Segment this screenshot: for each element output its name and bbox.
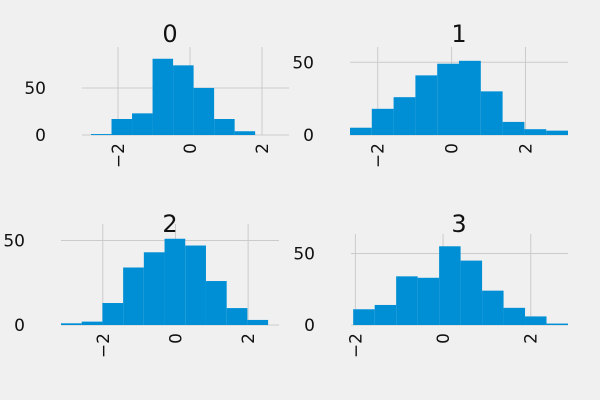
histogram-bar	[415, 75, 438, 135]
y-tick-label: 50	[293, 244, 315, 264]
histogram-bar	[247, 319, 269, 325]
histogram-bar	[482, 290, 504, 325]
histogram-bar	[546, 323, 568, 325]
x-tick-label: −2	[369, 143, 389, 168]
panel-y-ticks: 0 50	[293, 244, 315, 336]
histogram-bar	[205, 281, 227, 325]
histogram-bar	[417, 277, 440, 325]
panel-2: 2 0 50 −2 0 2	[3, 210, 279, 358]
panel-title: 3	[451, 210, 466, 238]
panel-x-ticks: −2 0 2	[346, 333, 541, 358]
histogram-bar	[123, 267, 144, 325]
histogram-bar	[460, 260, 483, 325]
panel-y-ticks: 0 50	[24, 79, 46, 146]
histogram-bar	[81, 321, 103, 325]
x-tick-label: −2	[346, 333, 366, 358]
histogram-bar	[371, 108, 394, 135]
histogram-bar	[525, 316, 547, 325]
panel-y-ticks: 0 50	[292, 53, 314, 146]
histogram-bar	[353, 309, 375, 325]
histogram-bar	[437, 63, 459, 136]
histogram-bar	[459, 60, 481, 135]
histogram-bar	[439, 246, 461, 325]
histogram-bar	[193, 87, 215, 135]
y-tick-label: 0	[303, 126, 314, 146]
panel-3: 3 0 50 −2 0 2	[293, 210, 568, 358]
histogram-bar	[234, 131, 256, 135]
x-tick-label: 2	[522, 333, 542, 344]
histogram-bar	[502, 121, 525, 135]
histogram-bar	[185, 245, 206, 325]
x-tick-label: 2	[253, 143, 273, 154]
y-tick-label: 0	[304, 316, 315, 336]
panel-0: 0 0 50 −2 0 2	[24, 20, 289, 168]
histogram-bar	[393, 97, 416, 135]
histogram-bar	[61, 323, 82, 325]
histogram-bar	[350, 127, 372, 135]
panel-x-ticks: −2 0 2	[94, 333, 259, 358]
x-tick-label: 2	[517, 143, 537, 154]
histogram-bar	[111, 119, 133, 135]
x-tick-label: −2	[94, 333, 114, 358]
y-tick-label: 50	[292, 53, 314, 73]
x-tick-label: −2	[109, 143, 129, 168]
panel-x-ticks: −2 0 2	[369, 143, 537, 168]
panel-title: 1	[451, 20, 466, 48]
histogram-bar	[143, 252, 165, 325]
histogram-bar	[374, 304, 397, 325]
histogram-bar	[480, 91, 503, 135]
histogram-bar	[164, 238, 186, 325]
x-tick-label: 0	[434, 333, 454, 344]
panel-title: 0	[162, 20, 177, 48]
x-tick-label: 2	[239, 333, 259, 344]
x-tick-label: 0	[166, 333, 186, 344]
y-tick-label: 0	[35, 126, 46, 146]
panel-bars	[91, 58, 256, 136]
histogram-bar	[173, 65, 194, 135]
y-tick-label: 50	[24, 79, 46, 99]
histogram-bar	[132, 113, 153, 135]
panel-1: 1 0 50 −2 0 2	[292, 20, 568, 168]
histogram-bar	[214, 119, 235, 135]
x-tick-label: 0	[181, 143, 201, 154]
panel-bars	[353, 246, 568, 325]
y-tick-label: 0	[14, 316, 25, 336]
x-tick-label: 0	[443, 143, 463, 154]
panel-bars	[61, 238, 269, 325]
histogram-bar	[546, 130, 568, 135]
histogram-bar	[524, 129, 547, 135]
histogram-bar	[91, 134, 112, 135]
panel-y-ticks: 0 50	[3, 231, 25, 336]
panel-x-ticks: −2 0 2	[109, 143, 273, 168]
histogram-bar	[102, 303, 124, 325]
panel-bars	[350, 60, 568, 136]
y-tick-label: 50	[3, 231, 25, 251]
histogram-bar	[226, 308, 248, 325]
histogram-bar	[152, 58, 174, 136]
histogram-bar	[396, 276, 418, 325]
histogram-bar	[503, 307, 526, 325]
panel-title: 2	[162, 210, 177, 238]
